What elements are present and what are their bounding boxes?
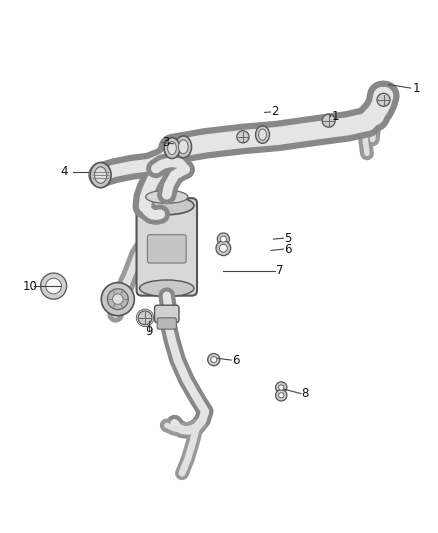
Circle shape	[41, 273, 67, 299]
FancyBboxPatch shape	[157, 318, 177, 329]
Ellipse shape	[164, 138, 180, 158]
Text: 3: 3	[162, 136, 170, 149]
Circle shape	[237, 131, 249, 143]
Text: 7: 7	[276, 264, 283, 277]
Text: 6: 6	[284, 243, 292, 256]
Ellipse shape	[168, 142, 177, 155]
Circle shape	[322, 114, 335, 127]
Circle shape	[107, 289, 128, 310]
Text: 2: 2	[271, 106, 279, 118]
Circle shape	[377, 93, 390, 107]
FancyBboxPatch shape	[155, 305, 179, 322]
Circle shape	[219, 244, 227, 252]
Circle shape	[217, 233, 230, 245]
FancyBboxPatch shape	[148, 235, 186, 263]
Ellipse shape	[140, 280, 194, 296]
Circle shape	[211, 357, 217, 362]
Ellipse shape	[258, 129, 266, 140]
Circle shape	[101, 282, 134, 316]
Circle shape	[279, 385, 284, 390]
Circle shape	[46, 278, 61, 294]
Circle shape	[113, 294, 123, 304]
Circle shape	[208, 353, 220, 366]
Text: 1: 1	[413, 82, 420, 94]
Text: 4: 4	[60, 165, 67, 178]
Ellipse shape	[95, 167, 107, 183]
Text: 1: 1	[332, 110, 339, 123]
Text: 8: 8	[302, 387, 309, 400]
Text: 10: 10	[22, 280, 37, 293]
Text: 5: 5	[284, 232, 292, 245]
Text: 9: 9	[145, 325, 152, 338]
Circle shape	[216, 241, 231, 256]
Ellipse shape	[140, 197, 194, 215]
Ellipse shape	[175, 136, 191, 158]
Circle shape	[276, 382, 287, 393]
Ellipse shape	[146, 190, 188, 204]
Text: 6: 6	[232, 353, 240, 367]
Circle shape	[220, 236, 226, 242]
FancyBboxPatch shape	[137, 198, 197, 296]
Ellipse shape	[255, 126, 269, 143]
Ellipse shape	[179, 140, 188, 154]
Circle shape	[276, 390, 287, 401]
Circle shape	[138, 311, 152, 325]
Ellipse shape	[90, 163, 111, 188]
Circle shape	[279, 393, 284, 398]
